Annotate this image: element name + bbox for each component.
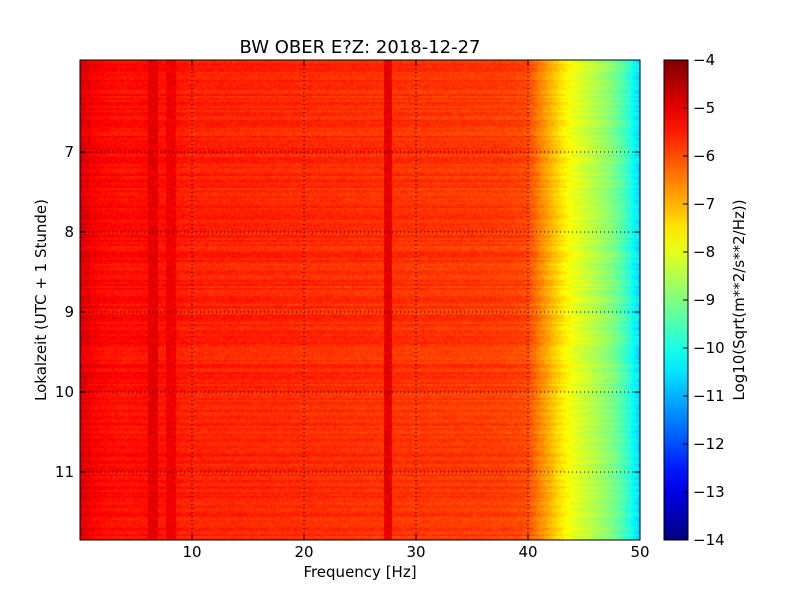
plot-frame [79,59,641,541]
colorbar-tick-label: −8 [693,243,715,261]
colorbar-tick-label: −6 [693,147,715,165]
chart-title: BW OBER E?Z: 2018-12-27 [240,37,481,58]
y-tick-label: 8 [64,223,74,241]
colorbar-tick-label: −12 [693,435,725,453]
x-tick-label: 20 [294,543,313,561]
colorbar-label: Log10(Sqrt(m**2/s**2/Hz)) [730,199,748,400]
colorbar: −4 −5 −6 −7 −8 −9 −10 −11 −12 −13 −14 [663,51,725,549]
colorbar-tick-label: −14 [693,531,725,549]
y-tick-label: 9 [64,303,74,321]
y-tick-label: 11 [55,463,74,481]
y-tick-label: 10 [55,383,74,401]
x-tick-label: 10 [182,543,201,561]
colorbar-tick-label: −4 [693,51,715,69]
y-axis-label: Lokalzeit (UTC + 1 Stunde) [32,199,50,401]
colorbar-tick-label: −7 [693,195,715,213]
x-axis-label: Frequency [Hz] [303,563,416,581]
colorbar-tick-label: −11 [693,387,725,405]
y-tick-label: 7 [64,143,74,161]
x-tick-label: 50 [630,543,649,561]
x-tick-label: 40 [518,543,537,561]
colorbar-tick-label: −9 [693,291,715,309]
x-tick-label: 30 [406,543,425,561]
colorbar-tick-label: −13 [693,483,725,501]
heatmap-image [80,60,640,540]
colorbar-tick-label: −5 [693,99,715,117]
colorbar-tick-label: −10 [693,339,725,357]
plot-area: 10 20 30 40 50 7 8 9 10 11 [55,59,650,561]
